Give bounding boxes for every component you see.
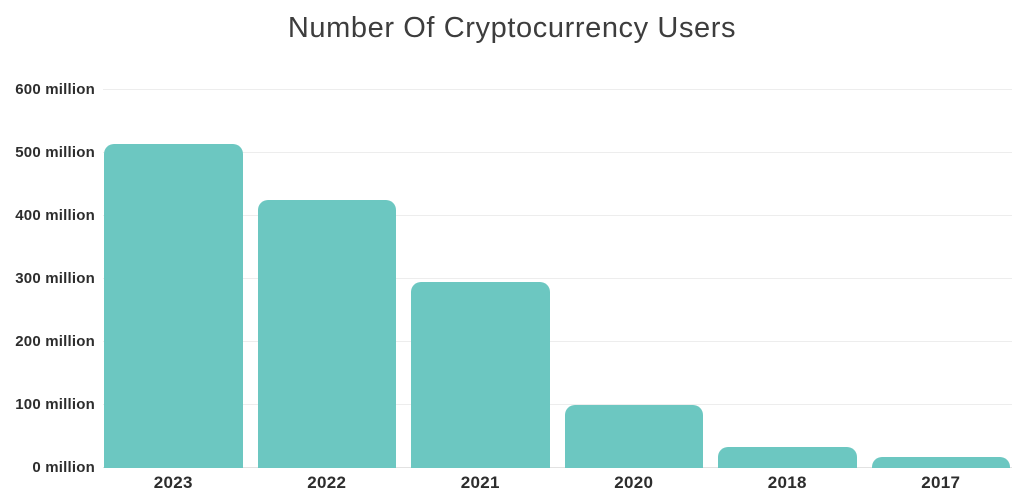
- gridline-500: [103, 151, 1012, 153]
- x-label-2020: 2020: [614, 473, 654, 492]
- bar-2023: [104, 143, 243, 468]
- gridline-0: [103, 467, 1012, 468]
- gridline-400: [103, 214, 1012, 216]
- x-label-2023: 2023: [153, 473, 193, 492]
- bar-2017: [871, 456, 1010, 468]
- bar-2020: [564, 405, 703, 468]
- bar-2022: [257, 200, 396, 468]
- plot-area: [103, 89, 1012, 468]
- gridline-300: [103, 278, 1012, 279]
- bar-2021: [411, 282, 550, 468]
- y-tick-label-500: 500 million: [15, 144, 95, 161]
- y-tick-label-600: 600 million: [15, 81, 95, 98]
- y-tick-label-300: 300 million: [15, 270, 95, 287]
- gridline-600: [103, 89, 1012, 90]
- bar-2018: [718, 447, 857, 468]
- bar-series: [104, 90, 1010, 468]
- y-tick-label-0: 0 million: [32, 459, 95, 476]
- gridline-200: [103, 340, 1012, 342]
- x-label-2017: 2017: [921, 473, 961, 492]
- x-label-2018: 2018: [767, 473, 807, 492]
- gridline-100: [103, 404, 1012, 405]
- y-tick-label-100: 100 million: [15, 396, 95, 413]
- x-label-2021: 2021: [460, 473, 500, 492]
- x-label-2022: 2022: [307, 473, 347, 492]
- y-tick-label-400: 400 million: [15, 207, 95, 224]
- y-axis: 0 million 100 million 200 million 300 milli…: [0, 81, 95, 476]
- chart-title: Number Of Cryptocurrency Users: [287, 12, 737, 44]
- y-tick-label-200: 200 million: [15, 333, 95, 350]
- x-axis: 2023 2022 2021 2020 2018 2017: [104, 473, 1010, 493]
